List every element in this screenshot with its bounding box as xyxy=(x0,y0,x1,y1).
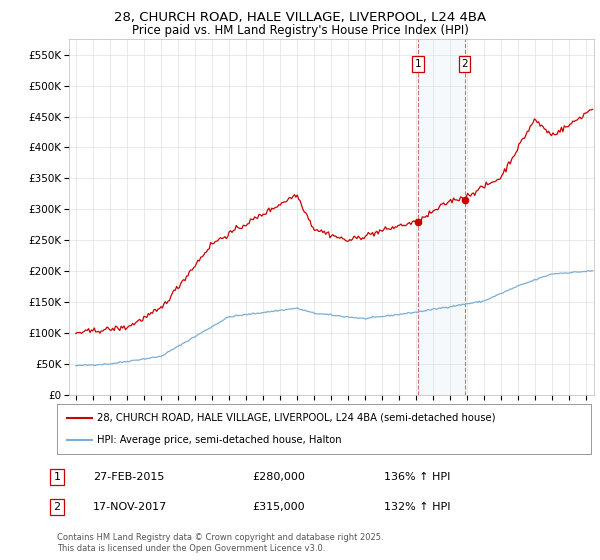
Text: 132% ↑ HPI: 132% ↑ HPI xyxy=(384,502,451,512)
Text: £280,000: £280,000 xyxy=(252,472,305,482)
Text: 28, CHURCH ROAD, HALE VILLAGE, LIVERPOOL, L24 4BA: 28, CHURCH ROAD, HALE VILLAGE, LIVERPOOL… xyxy=(114,11,486,24)
Text: HPI: Average price, semi-detached house, Halton: HPI: Average price, semi-detached house,… xyxy=(97,435,341,445)
Text: 136% ↑ HPI: 136% ↑ HPI xyxy=(384,472,451,482)
Text: Contains HM Land Registry data © Crown copyright and database right 2025.
This d: Contains HM Land Registry data © Crown c… xyxy=(57,533,383,553)
Text: 17-NOV-2017: 17-NOV-2017 xyxy=(93,502,167,512)
Text: 2: 2 xyxy=(53,502,61,512)
Text: 27-FEB-2015: 27-FEB-2015 xyxy=(93,472,164,482)
Text: 1: 1 xyxy=(53,472,61,482)
Text: 2: 2 xyxy=(461,59,468,69)
Text: £315,000: £315,000 xyxy=(252,502,305,512)
Text: Price paid vs. HM Land Registry's House Price Index (HPI): Price paid vs. HM Land Registry's House … xyxy=(131,24,469,36)
Bar xyxy=(418,39,464,395)
Text: 28, CHURCH ROAD, HALE VILLAGE, LIVERPOOL, L24 4BA (semi-detached house): 28, CHURCH ROAD, HALE VILLAGE, LIVERPOOL… xyxy=(97,413,496,423)
Text: 1: 1 xyxy=(415,59,421,69)
